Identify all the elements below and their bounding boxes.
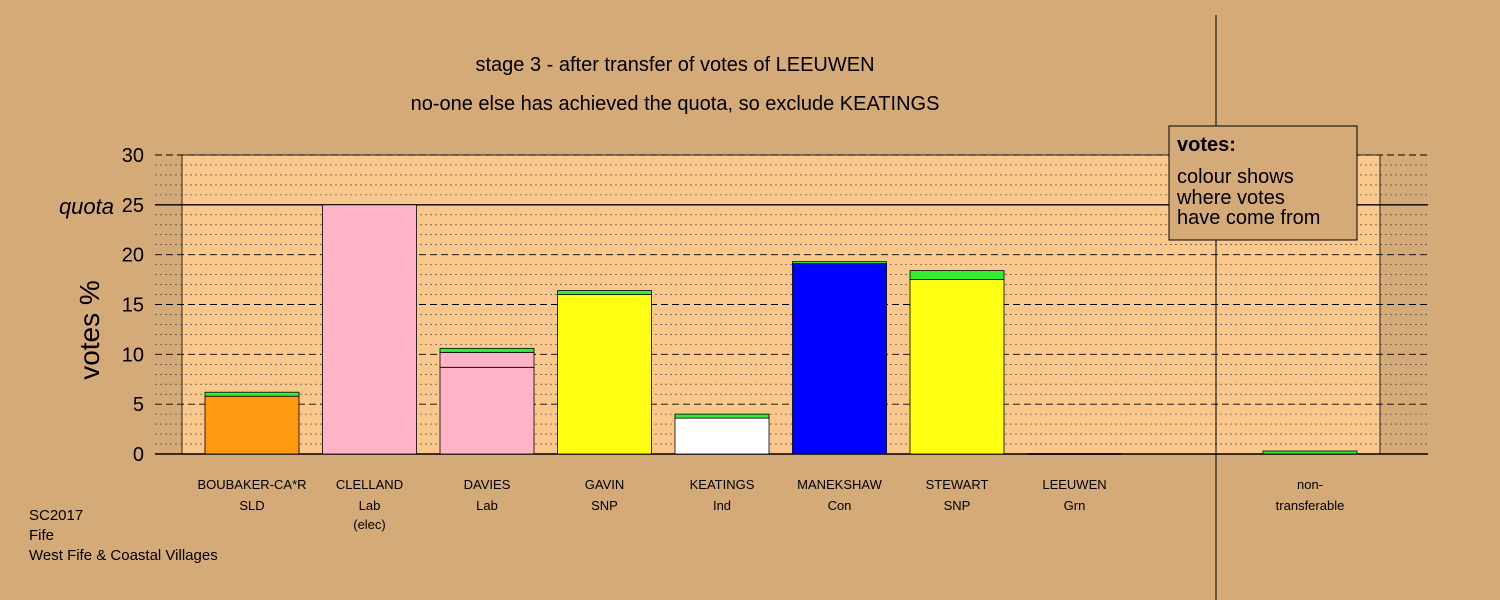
chart-title-line-2: no-one else has achieved the quota, so e… [411, 93, 940, 115]
candidate-name-label: KEATINGS [690, 477, 755, 492]
legend-title: votes: [1177, 134, 1236, 156]
candidate-party-label: SNP [944, 498, 971, 513]
bar-segment [792, 261, 887, 265]
candidate-name-label: CLELLAND [336, 477, 403, 492]
legend-line-3: have come from [1177, 207, 1320, 229]
y-tick-label: 15 [122, 295, 144, 317]
y-tick-label: 30 [122, 145, 144, 167]
bar-segment [557, 294, 652, 455]
candidate-party-label: Grn [1064, 498, 1086, 513]
footer-line-1: SC2017 [29, 507, 83, 524]
candidate-party-label: Lab [476, 498, 498, 513]
candidate-name-label: BOUBAKER-CA*R [197, 477, 306, 492]
bar-segment [557, 290, 652, 295]
bar-segment [909, 279, 1005, 455]
candidate-name-label: STEWART [926, 477, 989, 492]
candidate-party-label: Lab [359, 498, 381, 513]
candidate-note-label: (elec) [353, 517, 386, 532]
nontransferable-bar-segment [1262, 450, 1358, 455]
footer-line-2: Fife [29, 527, 54, 544]
nontransferable-label: transferable [1276, 498, 1345, 513]
bar-segment [204, 395, 300, 455]
candidate-name-label: DAVIES [464, 477, 511, 492]
bars-layer [204, 204, 1358, 455]
nontransferable-label: non- [1297, 477, 1323, 492]
footer-line-3: West Fife & Coastal Villages [29, 547, 218, 564]
candidate-party-label: Ind [713, 498, 731, 513]
candidate-party-label: Con [828, 498, 852, 513]
axis-layer: 0 5 10 15 20 25 30 [122, 145, 144, 466]
y-tick-label: 10 [122, 344, 144, 366]
bar-segment [909, 270, 1005, 280]
y-tick-label: 25 [122, 195, 144, 217]
y-axis-label: votes % [74, 280, 105, 380]
candidate-name-label: MANEKSHAW [797, 477, 882, 492]
candidate-name-label: GAVIN [585, 477, 625, 492]
candidate-party-label: SLD [239, 498, 264, 513]
quota-label: quota [59, 194, 114, 219]
bar-segment [674, 417, 770, 455]
candidate-name-label: LEEUWEN [1042, 477, 1106, 492]
y-tick-label: 20 [122, 245, 144, 267]
legend: votes: colour shows where votes have com… [1168, 125, 1358, 241]
y-tick-label: 5 [133, 394, 144, 416]
chart-title-line-1: stage 3 - after transfer of votes of LEE… [475, 54, 874, 76]
category-labels: BOUBAKER-CA*R SLD CLELLAND Lab (elec) DAVIES L… [197, 477, 1344, 532]
bar-segment [439, 347, 535, 353]
bar-segment [439, 366, 535, 455]
bar-segment [322, 204, 417, 455]
y-tick-label: 0 [133, 444, 144, 466]
bar-segment [674, 413, 770, 419]
bar-segment [439, 351, 535, 368]
legend-line-2: where votes [1176, 187, 1285, 209]
bar-segment [204, 391, 300, 397]
legend-line-1: colour shows [1177, 166, 1294, 188]
bar-segment [792, 263, 887, 455]
legend-box [1168, 125, 1358, 241]
candidate-party-label: SNP [591, 498, 618, 513]
